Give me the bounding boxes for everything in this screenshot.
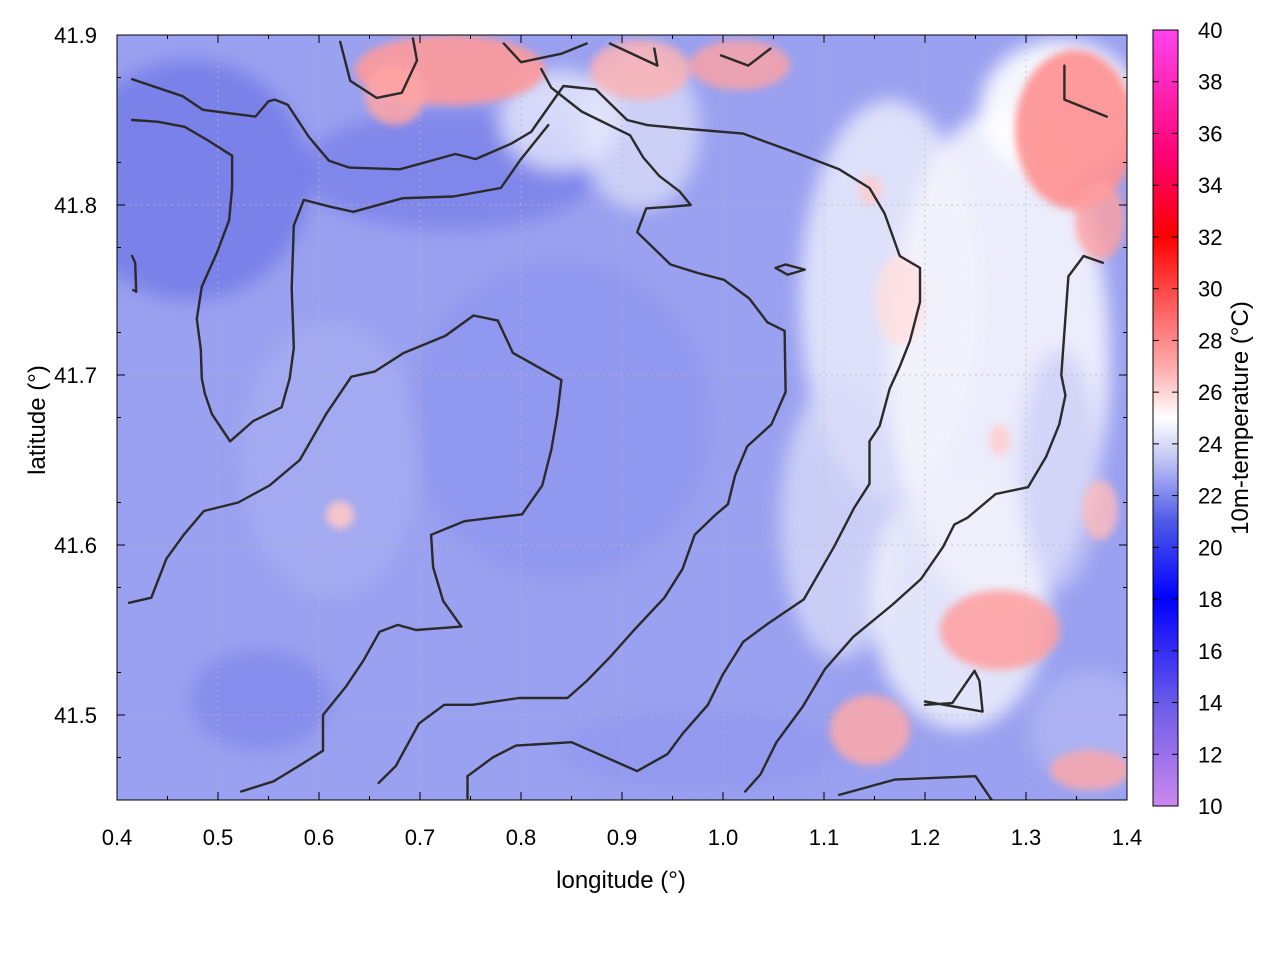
contour-line	[923, 669, 984, 713]
contour-line	[130, 254, 138, 293]
colorbar-tick-label: 14	[1198, 691, 1222, 716]
contour-line	[608, 42, 659, 67]
x-tick-label: 0.8	[506, 825, 537, 850]
colorbar-tick-label: 20	[1198, 535, 1222, 560]
colorbar-tick-label: 30	[1198, 277, 1222, 302]
contour-line	[838, 775, 993, 800]
contour-line	[502, 42, 588, 64]
colorbar-tick-label: 36	[1198, 121, 1222, 146]
colorbar-tick-label: 10	[1198, 794, 1222, 819]
y-tick-label: 41.8	[54, 193, 97, 218]
x-tick-label: 1.0	[708, 825, 739, 850]
x-tick-label: 1.4	[1112, 825, 1143, 850]
colorbar-tick-label: 18	[1198, 587, 1222, 612]
y-tick-label: 41.5	[54, 703, 97, 728]
colorbar-tick-label: 22	[1198, 484, 1222, 509]
contour-line	[339, 37, 419, 100]
colorbar-label: 10m-temperature (°C)	[1227, 301, 1254, 535]
x-tick-label: 1.3	[1011, 825, 1042, 850]
contour-line	[130, 118, 550, 443]
x-tick-label: 0.4	[102, 825, 133, 850]
colorbar-tick-label: 24	[1198, 432, 1222, 457]
x-tick-label: 1.1	[809, 825, 840, 850]
contour-lines	[127, 37, 1108, 800]
colorbar	[1152, 29, 1179, 807]
colorbar-tick-label: 16	[1198, 639, 1222, 664]
x-axis-label: longitude (°)	[556, 867, 686, 894]
colorbar-tick-label: 32	[1198, 225, 1222, 250]
y-axis-ticks: 41.5 41.6 41.7 41.8 41.9	[54, 23, 1127, 758]
colorbar-tick-label: 26	[1198, 380, 1222, 405]
colorbar-tick-label: 12	[1198, 742, 1222, 767]
y-tick-label: 41.9	[54, 23, 97, 48]
y-tick-label: 41.6	[54, 533, 97, 558]
colorbar-tick-label: 40	[1198, 18, 1222, 43]
colorbar-tick-label: 34	[1198, 173, 1222, 198]
temperature-field	[117, 35, 1127, 800]
x-axis-ticks: 0.4 0.5 0.6 0.7 0.8 0.9 1.0 1.1 1.2 1.3 1.4	[102, 35, 1143, 850]
colorbar-tick-label: 38	[1198, 70, 1222, 95]
contour-line	[130, 78, 922, 800]
colorbar-tick-label: 28	[1198, 328, 1222, 353]
x-tick-label: 1.2	[910, 825, 941, 850]
x-tick-label: 0.5	[203, 825, 234, 850]
colorbar-ticks: 10 12 14 16 18 20 22 24 26 28 30 32 34 36 38 40	[1153, 18, 1222, 819]
contour-line	[377, 67, 787, 785]
contour-line	[774, 263, 806, 276]
y-tick-label: 41.7	[54, 363, 97, 388]
contour-line	[744, 254, 1104, 793]
contour-line	[1063, 64, 1108, 118]
contour-line	[719, 47, 772, 67]
contour-line	[127, 314, 563, 793]
x-tick-label: 0.6	[304, 825, 335, 850]
x-tick-label: 0.7	[405, 825, 436, 850]
x-tick-label: 0.9	[607, 825, 638, 850]
y-axis-label: latitude (°)	[24, 365, 51, 475]
